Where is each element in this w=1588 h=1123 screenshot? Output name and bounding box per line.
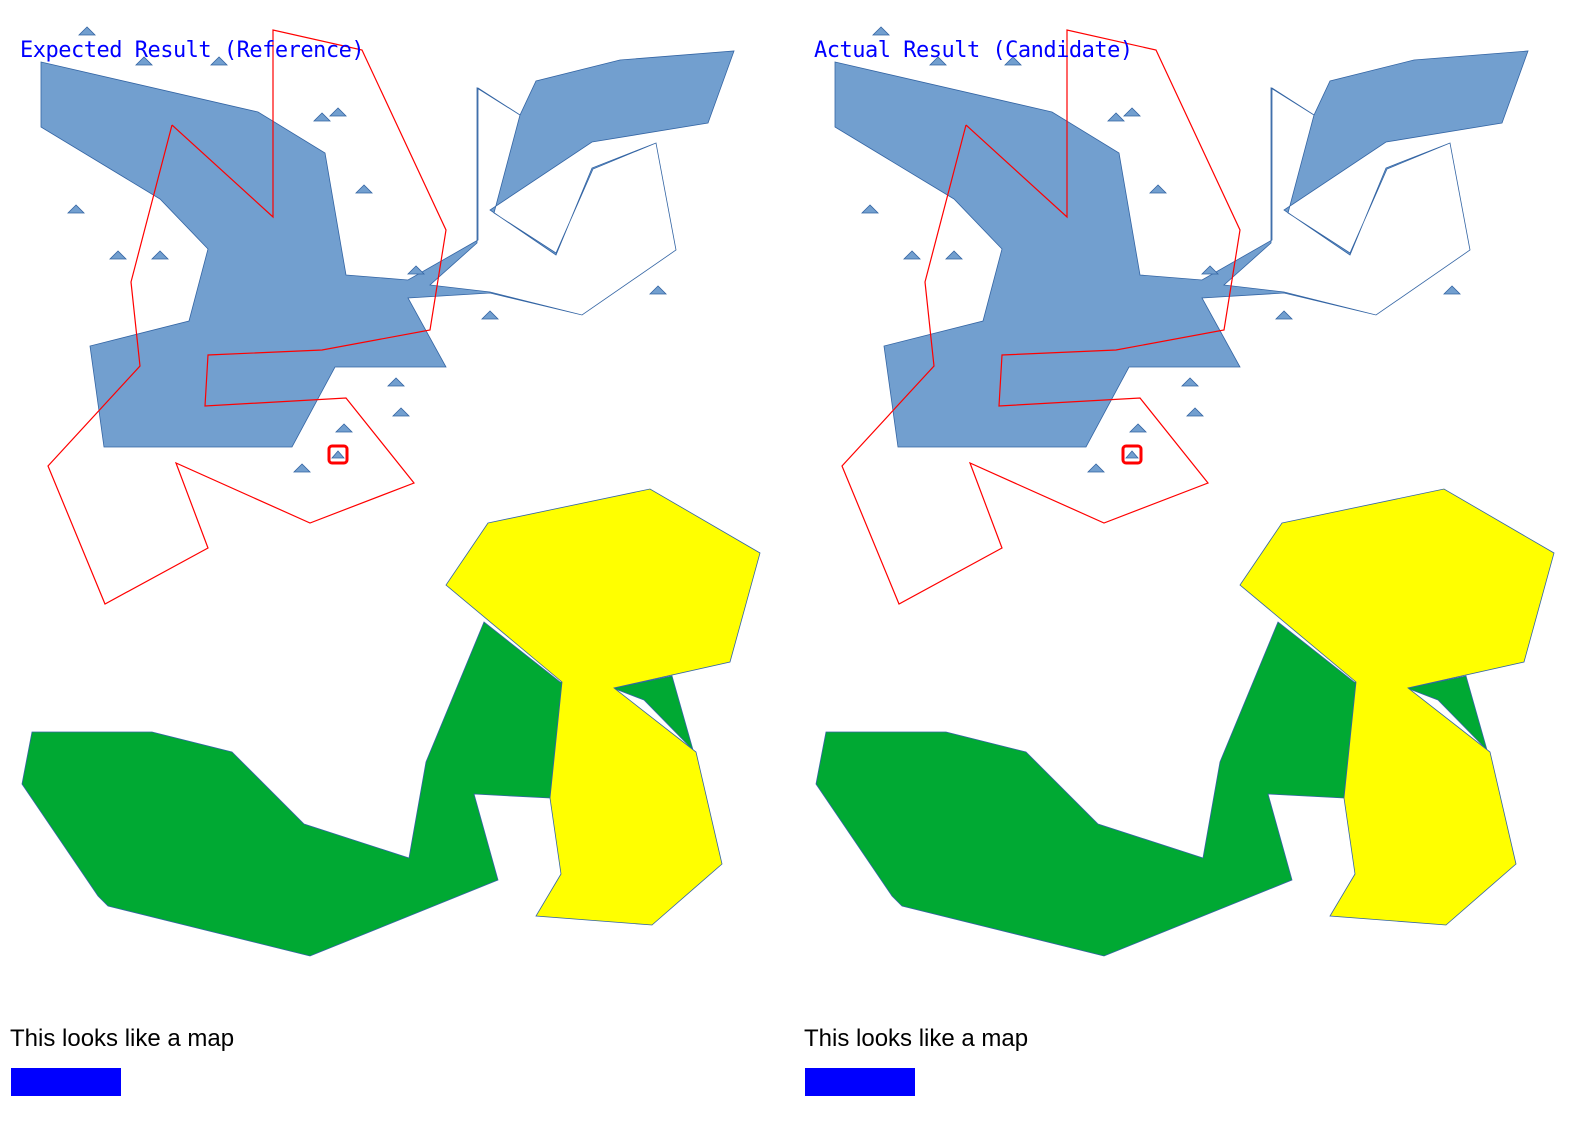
yellow-region: [445, 488, 761, 926]
triangle-marker-icon: [649, 285, 667, 295]
triangle-marker-icon: [109, 250, 127, 260]
triangle-marker-icon: [1004, 56, 1022, 66]
triangle-marker-icon: [903, 250, 921, 260]
map-caption: This looks like a map: [804, 1025, 1029, 1052]
panel-title: Actual Result (Candidate): [814, 38, 1133, 63]
triangle-markers: [67, 26, 667, 473]
triangle-marker-icon: [945, 250, 963, 260]
reference-map: [21, 26, 761, 957]
legend-swatch: [11, 1068, 121, 1096]
triangle-marker-icon: [331, 450, 345, 459]
blue-region: [40, 50, 735, 448]
triangle-marker-icon: [1087, 463, 1105, 473]
triangle-marker-icon: [313, 112, 331, 122]
triangle-marker-icon: [335, 423, 353, 433]
candidate-panel: Actual Result (Candidate) This looks lik…: [794, 0, 1588, 1123]
blue-region: [834, 50, 1529, 448]
triangle-marker-icon: [151, 250, 169, 260]
triangle-marker-icon: [293, 463, 311, 473]
triangle-marker-icon: [1149, 184, 1167, 194]
highlighted-marker-box: [1121, 444, 1143, 465]
triangle-marker-icon: [929, 56, 947, 66]
candidate-map: [815, 26, 1555, 957]
triangle-markers: [861, 26, 1461, 473]
red-route-outline: [47, 29, 447, 605]
green-region: [815, 621, 1488, 957]
triangle-marker-icon: [387, 377, 405, 387]
legend-swatch: [805, 1068, 915, 1096]
triangle-marker-icon: [1275, 310, 1293, 320]
map-caption: This looks like a map: [10, 1025, 235, 1052]
triangle-marker-icon: [135, 56, 153, 66]
triangle-marker-icon: [1107, 112, 1125, 122]
triangle-marker-icon: [1181, 377, 1199, 387]
triangle-marker-icon: [872, 26, 890, 36]
triangle-marker-icon: [78, 26, 96, 36]
triangle-marker-icon: [481, 310, 499, 320]
triangle-marker-icon: [67, 204, 85, 214]
panel-title: Expected Result (Reference): [20, 38, 365, 63]
triangle-marker-icon: [1129, 423, 1147, 433]
highlighted-marker-box: [327, 444, 349, 465]
triangle-marker-icon: [1125, 450, 1139, 459]
triangle-marker-icon: [329, 107, 347, 117]
triangle-marker-icon: [210, 56, 228, 66]
red-route-outline: [841, 29, 1241, 605]
green-region: [21, 621, 694, 957]
triangle-marker-icon: [1123, 107, 1141, 117]
triangle-marker-icon: [355, 184, 373, 194]
yellow-region: [1239, 488, 1555, 926]
reference-panel: Expected Result (Reference) This looks l…: [10, 26, 761, 1096]
triangle-marker-icon: [1186, 407, 1204, 417]
triangle-marker-icon: [861, 204, 879, 214]
triangle-marker-icon: [1443, 285, 1461, 295]
triangle-marker-icon: [392, 407, 410, 417]
triangle-marker-icon: [407, 265, 425, 275]
triangle-marker-icon: [1201, 265, 1219, 275]
